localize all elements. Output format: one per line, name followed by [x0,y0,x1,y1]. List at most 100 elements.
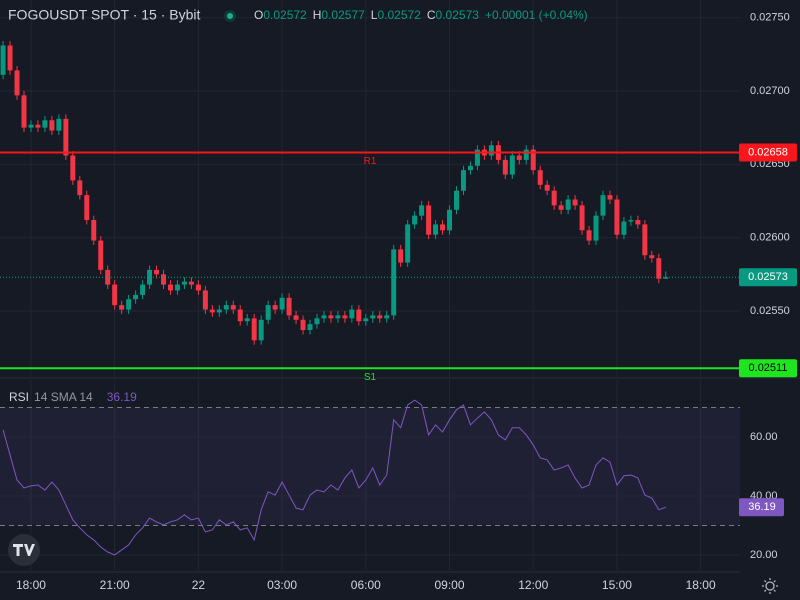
h-label: H [313,8,322,22]
candle-body [642,224,648,256]
candle-body [426,205,432,235]
c-value: 0.02573 [436,8,480,22]
x-tick-label: 18:00 [686,578,716,592]
candle-body [335,315,341,319]
candle-body [614,199,620,235]
candle-body [412,215,418,225]
candle-body [126,299,132,310]
candle-body [488,145,494,156]
candle-body [391,249,397,316]
sun-core [765,581,775,591]
candle-body [307,324,313,331]
candle-body [474,149,480,166]
candle-body [579,205,585,231]
change: +0.00001 (+0.04%) [485,8,588,22]
candle-body [258,319,264,341]
candle-body [656,258,662,279]
o-label: O [254,8,263,22]
candle-body [447,209,453,231]
candle-body [321,315,327,319]
candle-body [244,318,250,322]
candle-body [35,124,41,128]
level-price: 0.02658 [748,146,788,158]
candle-body [161,274,167,285]
x-tick-label: 09:00 [435,578,465,592]
candle-body [356,309,362,322]
candle-body [251,318,257,341]
candle-body [405,224,411,263]
candle-body [70,155,76,181]
candle-body [467,165,473,171]
candle-body [593,215,599,241]
level-name: R1 [364,156,377,167]
o-value: 0.02572 [263,8,307,22]
y-tick-label: 20.00 [750,549,778,561]
h-value: 0.02577 [321,8,365,22]
marks [0,41,669,556]
candle-body [21,95,27,128]
candle-body [516,155,522,160]
rsi-name: RSI [9,390,29,404]
candle-body [398,249,404,263]
candle-body [98,240,104,270]
candle-body [523,149,529,160]
candle-body [419,205,425,216]
candle-body [377,315,383,319]
candle-body [28,124,34,128]
candle-body [7,45,13,71]
candle-body [293,315,299,320]
candle-body [286,297,292,316]
candle-body [188,281,194,285]
candle-body [181,281,187,285]
x-tick-label: 18:00 [16,578,46,592]
candle-body [363,318,369,322]
logo-bg [8,534,40,566]
candle-body [537,170,543,185]
candle-body [91,220,97,241]
y-tick-label: 0.02700 [750,85,790,97]
x-tick-label: 12:00 [518,578,548,592]
y-tick-label: 0.02550 [750,305,790,317]
candle-body [154,269,160,275]
x-tick-label: 06:00 [351,578,381,592]
candle-body [649,255,655,259]
y-tick-label: 60.00 [750,431,778,443]
candle-body [370,315,376,319]
candle-body [600,195,606,216]
candle-body [279,297,285,310]
candle-body [349,309,355,319]
level-tag [739,143,797,162]
tv-logo[interactable] [8,534,40,566]
candle-body [565,199,571,210]
rsi-value: 36.19 [107,390,137,404]
overlay: R1 0.02658 S1 0.02511 0.02573 36.19 [0,143,797,517]
candle-body [0,45,6,75]
candle-body [635,220,641,225]
x-tick-label: 21:00 [100,578,130,592]
rsi-line [2,399,666,556]
settings-icon[interactable] [762,578,778,594]
candle-body [628,220,634,222]
candle-body [342,315,348,319]
candle-body [147,269,153,285]
candle-body [216,309,222,313]
candle-body [433,224,439,235]
ohlc: O0.02572 H0.02577 L0.02572 C0.02573 +0.00001… [254,8,588,22]
l-value: 0.02572 [377,8,421,22]
candle-body [84,195,90,221]
candle-body [140,284,146,295]
candle-body [663,277,669,279]
status-dot [227,13,233,19]
level-tag [739,359,797,378]
candle-body [454,190,460,210]
rsi-last: 36.19 [748,501,776,513]
x-tick-label: 22 [192,578,206,592]
x-tick-label: 03:00 [267,578,297,592]
candle-body [502,159,508,175]
sun-rays [762,578,778,594]
candle-body [209,309,215,313]
candle-body [586,230,592,241]
symbol: FOGOUSDT SPOT · 15 · Bybit [8,7,201,23]
candle-body [133,294,139,300]
